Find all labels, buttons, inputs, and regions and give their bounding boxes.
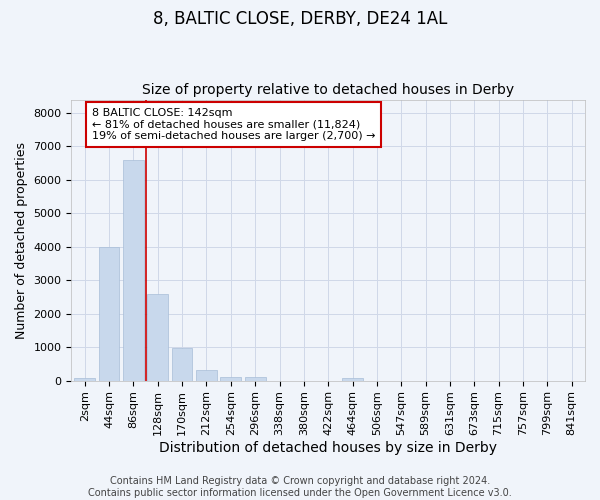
Bar	[342, 378, 363, 380]
X-axis label: Distribution of detached houses by size in Derby: Distribution of detached houses by size …	[159, 441, 497, 455]
Bar	[196, 370, 217, 380]
Bar	[74, 378, 95, 380]
Title: Size of property relative to detached houses in Derby: Size of property relative to detached ho…	[142, 83, 514, 97]
Text: 8 BALTIC CLOSE: 142sqm
← 81% of detached houses are smaller (11,824)
19% of semi: 8 BALTIC CLOSE: 142sqm ← 81% of detached…	[92, 108, 376, 141]
Bar	[220, 376, 241, 380]
Text: 8, BALTIC CLOSE, DERBY, DE24 1AL: 8, BALTIC CLOSE, DERBY, DE24 1AL	[153, 10, 447, 28]
Bar	[172, 348, 193, 380]
Bar	[148, 294, 168, 380]
Bar	[99, 247, 119, 380]
Text: Contains HM Land Registry data © Crown copyright and database right 2024.
Contai: Contains HM Land Registry data © Crown c…	[88, 476, 512, 498]
Bar	[123, 160, 144, 380]
Bar	[245, 378, 266, 380]
Y-axis label: Number of detached properties: Number of detached properties	[15, 142, 28, 338]
